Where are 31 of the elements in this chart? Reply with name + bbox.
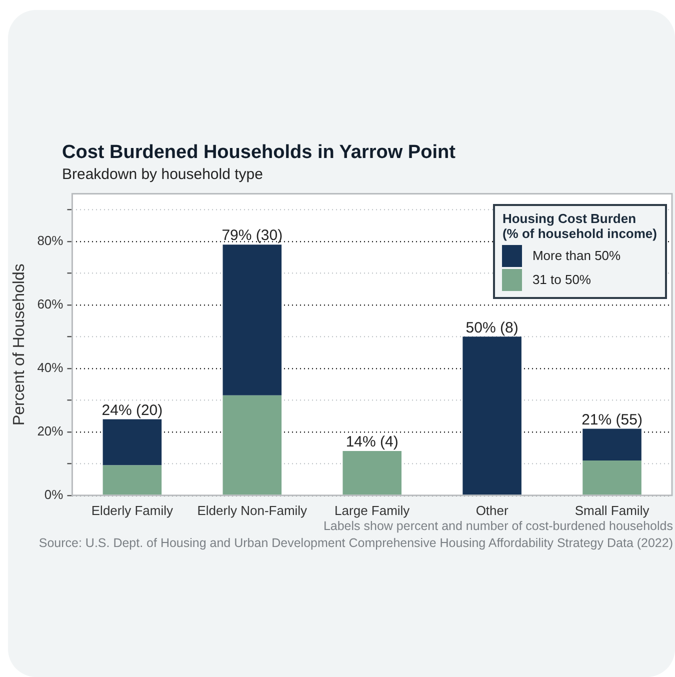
x-tick-label: Large Family xyxy=(334,502,410,518)
total-label: 21% (55) xyxy=(582,411,642,428)
bar xyxy=(582,460,642,495)
y-tick-label: 60% xyxy=(37,296,64,312)
legend-label: 31 to 50% xyxy=(532,272,591,288)
total-label: 24% (20) xyxy=(102,402,163,419)
source-note: Source: U.S. Dept. of Housing and Urban Development Comprehensive Housing Affordability Strategy Data (2022) xyxy=(38,535,673,552)
x-tick-label: Elderly Family xyxy=(91,502,174,518)
legend-label: More than 50% xyxy=(532,248,621,264)
bar xyxy=(342,450,402,495)
bar xyxy=(102,465,162,495)
total-label: 79% (30) xyxy=(222,227,283,244)
chart-title: Cost Burdened Households in Yarrow Point xyxy=(62,142,456,164)
x-tick-label: Small Family xyxy=(574,502,650,518)
x-tick-label: Elderly Non-Family xyxy=(197,502,308,518)
bar xyxy=(582,428,642,460)
y-tick-label: 40% xyxy=(37,360,64,375)
total-label: 14% (4) xyxy=(346,434,398,451)
chart-subtitle: Breakdown by household type xyxy=(62,166,263,183)
bar xyxy=(222,395,282,495)
total-label: 50% (8) xyxy=(466,319,518,336)
bar xyxy=(102,419,162,466)
x-tick-label: Other xyxy=(476,502,509,518)
legend-title: Housing Cost Burden (% of household income) xyxy=(502,210,657,241)
y-tick-label: 80% xyxy=(37,233,64,248)
text: Labels show percent and number of cost-burdened households xyxy=(322,518,673,535)
y-axis-title: Percent of Households xyxy=(11,264,28,426)
bar xyxy=(462,336,522,495)
bar xyxy=(222,244,282,396)
y-tick-label: 20% xyxy=(37,423,64,438)
y-tick-label: 0% xyxy=(44,486,64,502)
